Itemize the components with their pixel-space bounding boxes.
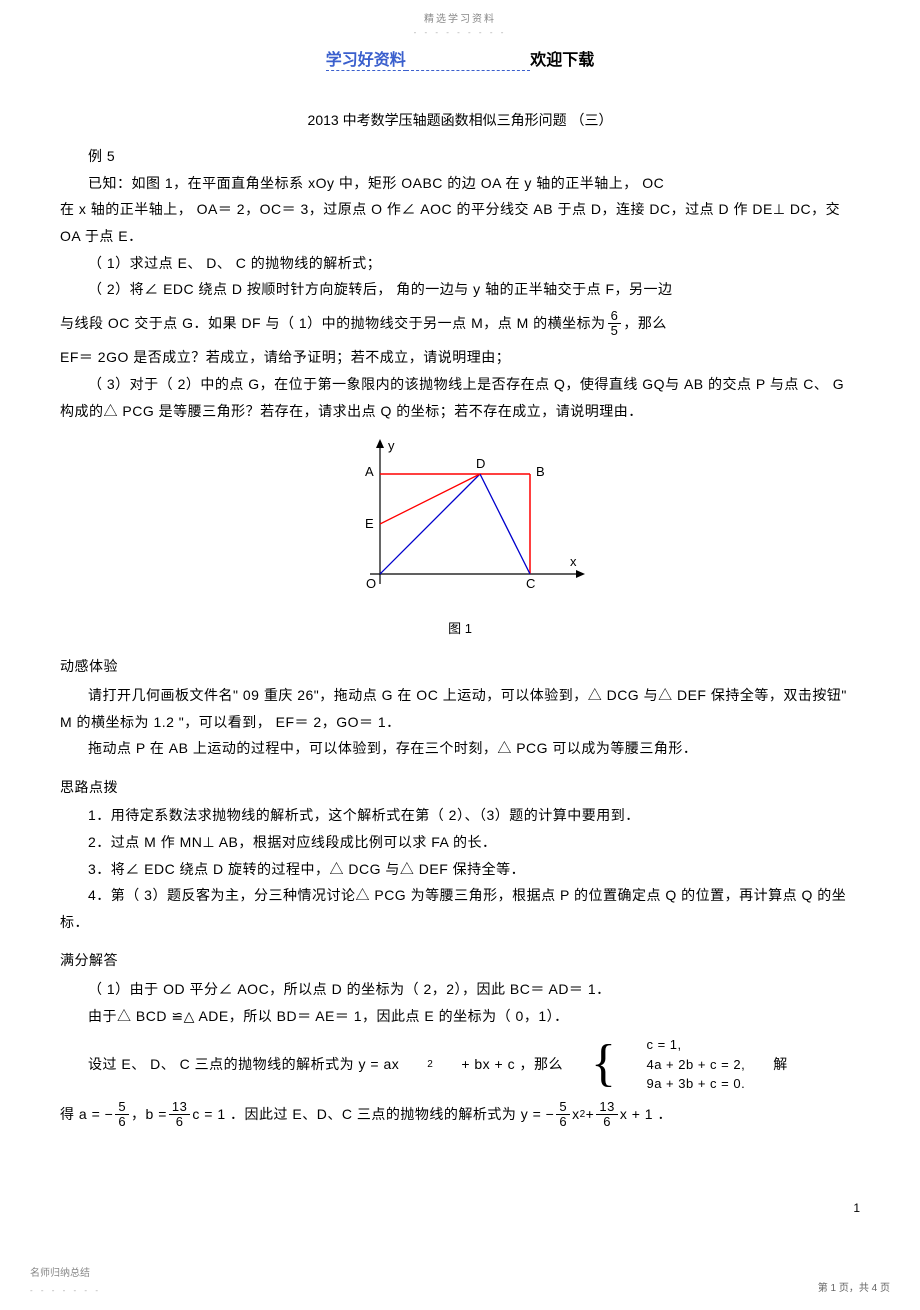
y-axis-arrow bbox=[376, 439, 384, 448]
sup-2a: 2 bbox=[399, 1055, 433, 1074]
footer-right: 第 1 页，共 4 页 bbox=[818, 1279, 890, 1298]
document-title: 2013 中考数学压轴题函数相似三角形问题 （三） bbox=[60, 107, 860, 134]
body-p6: EF＝ 2GO 是否成立？若成立，请给予证明；若不成立，请说明理由； bbox=[60, 344, 860, 371]
body-p5a: 与线段 OC 交于点 G．如果 DF 与（ 1）中的抛物线交于另一点 M，点 M… bbox=[60, 310, 606, 337]
eq2: 4a + 2b + c = 2, bbox=[618, 1055, 745, 1075]
hints-head: 思路点拨 bbox=[60, 774, 860, 801]
frac-6-5: 6 5 bbox=[608, 309, 622, 339]
label-x: x bbox=[570, 554, 577, 569]
solution-p3a: 设过 E、 D、 C 三点的抛物线的解析式为 y = ax bbox=[60, 1051, 399, 1078]
frac-d: 13 6 bbox=[596, 1100, 617, 1130]
body-p4: （ 2）将∠ EDC 绕点 D 按顺时针方向旋转后， 角的一边与 y 轴的正半轴… bbox=[60, 276, 860, 303]
solution-p4a: 得 a = − bbox=[60, 1101, 113, 1128]
body-p3: （ 1）求过点 E、 D、 C 的抛物线的解析式； bbox=[60, 250, 860, 277]
frac-a: 5 6 bbox=[115, 1100, 129, 1130]
eq1: c = 1, bbox=[618, 1035, 745, 1055]
solution-p1: （ 1）由于 OD 平分∠ AOC，所以点 D 的坐标为（ 2，2），因此 BC… bbox=[60, 976, 860, 1003]
label-d: D bbox=[476, 456, 485, 471]
solution-p3: 设过 E、 D、 C 三点的抛物线的解析式为 y = ax2 + bx + c … bbox=[60, 1035, 860, 1094]
header-spacer bbox=[406, 52, 530, 71]
top-dots: - - - - - - - - - bbox=[60, 25, 860, 40]
label-o: O bbox=[366, 576, 376, 591]
figure-1-svg: A D B E O C x y bbox=[320, 434, 600, 604]
hints-p2: 2．过点 M 作 MN⊥ AB，根据对应线段成比例可以求 FA 的长． bbox=[60, 829, 860, 856]
solution-p4c: c = 1 ．因此过 E、D、C 三点的抛物线的解析式为 y = − bbox=[192, 1101, 554, 1128]
solution-p3b: + bx + c ，那么 bbox=[433, 1051, 563, 1078]
body-p5b: ，那么 bbox=[623, 310, 667, 337]
solution-p4e: + bbox=[586, 1101, 595, 1128]
footer-left-text: 名师归纳总结 bbox=[30, 1264, 101, 1283]
hints-p3: 3．将∠ EDC 绕点 D 旋转的过程中，△ DCG 与△ DEF 保持全等． bbox=[60, 856, 860, 883]
frac-c: 5 6 bbox=[556, 1100, 570, 1130]
solution-p4d: x bbox=[572, 1101, 580, 1128]
label-c: C bbox=[526, 576, 535, 591]
left-brace: { bbox=[563, 1038, 616, 1090]
hints-p4: 4．第（ 3）题反客为主，分三种情况讨论△ PCG 为等腰三角形，根据点 P 的… bbox=[60, 882, 860, 935]
body-p5: 与线段 OC 交于点 G．如果 DF 与（ 1）中的抛物线交于另一点 M，点 M… bbox=[60, 309, 860, 339]
header-right: 欢迎下载 bbox=[530, 52, 594, 69]
figure-1: A D B E O C x y bbox=[60, 434, 860, 613]
eq3: 9a + 3b + c = 0. bbox=[618, 1074, 745, 1094]
line-de bbox=[380, 474, 480, 524]
line-dc bbox=[480, 474, 530, 574]
solution-p2: 由于△ BCD ≌△ ADE，所以 BD＝ AE＝ 1，因此点 E 的坐标为（ … bbox=[60, 1003, 860, 1030]
line-od bbox=[380, 474, 480, 574]
body-p2: 在 x 轴的正半轴上， OA＝ 2，OC＝ 3，过原点 O 作∠ AOC 的平分… bbox=[60, 196, 860, 249]
hints-p1: 1．用待定系数法求抛物线的解析式，这个解析式在第（ 2）、（3）题的计算中要用到… bbox=[60, 802, 860, 829]
example-label: 例 5 bbox=[60, 143, 860, 170]
solution-p3c: 解 bbox=[745, 1051, 788, 1078]
body-p7: （ 3）对于（ 2）中的点 G，在位于第一象限内的该抛物线上是否存在点 Q，使得… bbox=[60, 371, 860, 424]
equation-system: { c = 1, 4a + 2b + c = 2, 9a + 3b + c = … bbox=[563, 1035, 745, 1094]
label-b: B bbox=[536, 464, 545, 479]
figure-1-caption: 图 1 bbox=[60, 617, 860, 642]
solution-p4f: x + 1 ． bbox=[620, 1101, 672, 1128]
x-axis-arrow bbox=[576, 570, 585, 578]
solution-p4b: ，b = bbox=[131, 1101, 167, 1128]
experience-p1: 请打开几何画板文件名" 09 重庆 26"，拖动点 G 在 OC 上运动，可以体… bbox=[60, 682, 860, 735]
footer-left-dots: - - - - - - - bbox=[30, 1283, 101, 1298]
frac-b: 13 6 bbox=[169, 1100, 190, 1130]
label-e: E bbox=[365, 516, 374, 531]
header-left: 学习好资料 bbox=[326, 52, 406, 71]
page-number-inline: 1 bbox=[853, 1197, 860, 1220]
label-a: A bbox=[365, 464, 374, 479]
solution-p4: 得 a = − 5 6 ，b = 13 6 c = 1 ．因此过 E、D、C 三… bbox=[60, 1100, 860, 1130]
label-y: y bbox=[388, 438, 395, 453]
body-p1: 已知：如图 1，在平面直角坐标系 xOy 中，矩形 OABC 的边 OA 在 y… bbox=[60, 170, 860, 197]
experience-p2: 拖动点 P 在 AB 上运动的过程中，可以体验到，存在三个时刻，△ PCG 可以… bbox=[60, 735, 860, 762]
page-header: 学习好资料 欢迎下载 bbox=[60, 46, 860, 76]
footer-left: 名师归纳总结 - - - - - - - bbox=[30, 1264, 101, 1298]
solution-head: 满分解答 bbox=[60, 947, 860, 974]
experience-head: 动感体验 bbox=[60, 653, 860, 680]
